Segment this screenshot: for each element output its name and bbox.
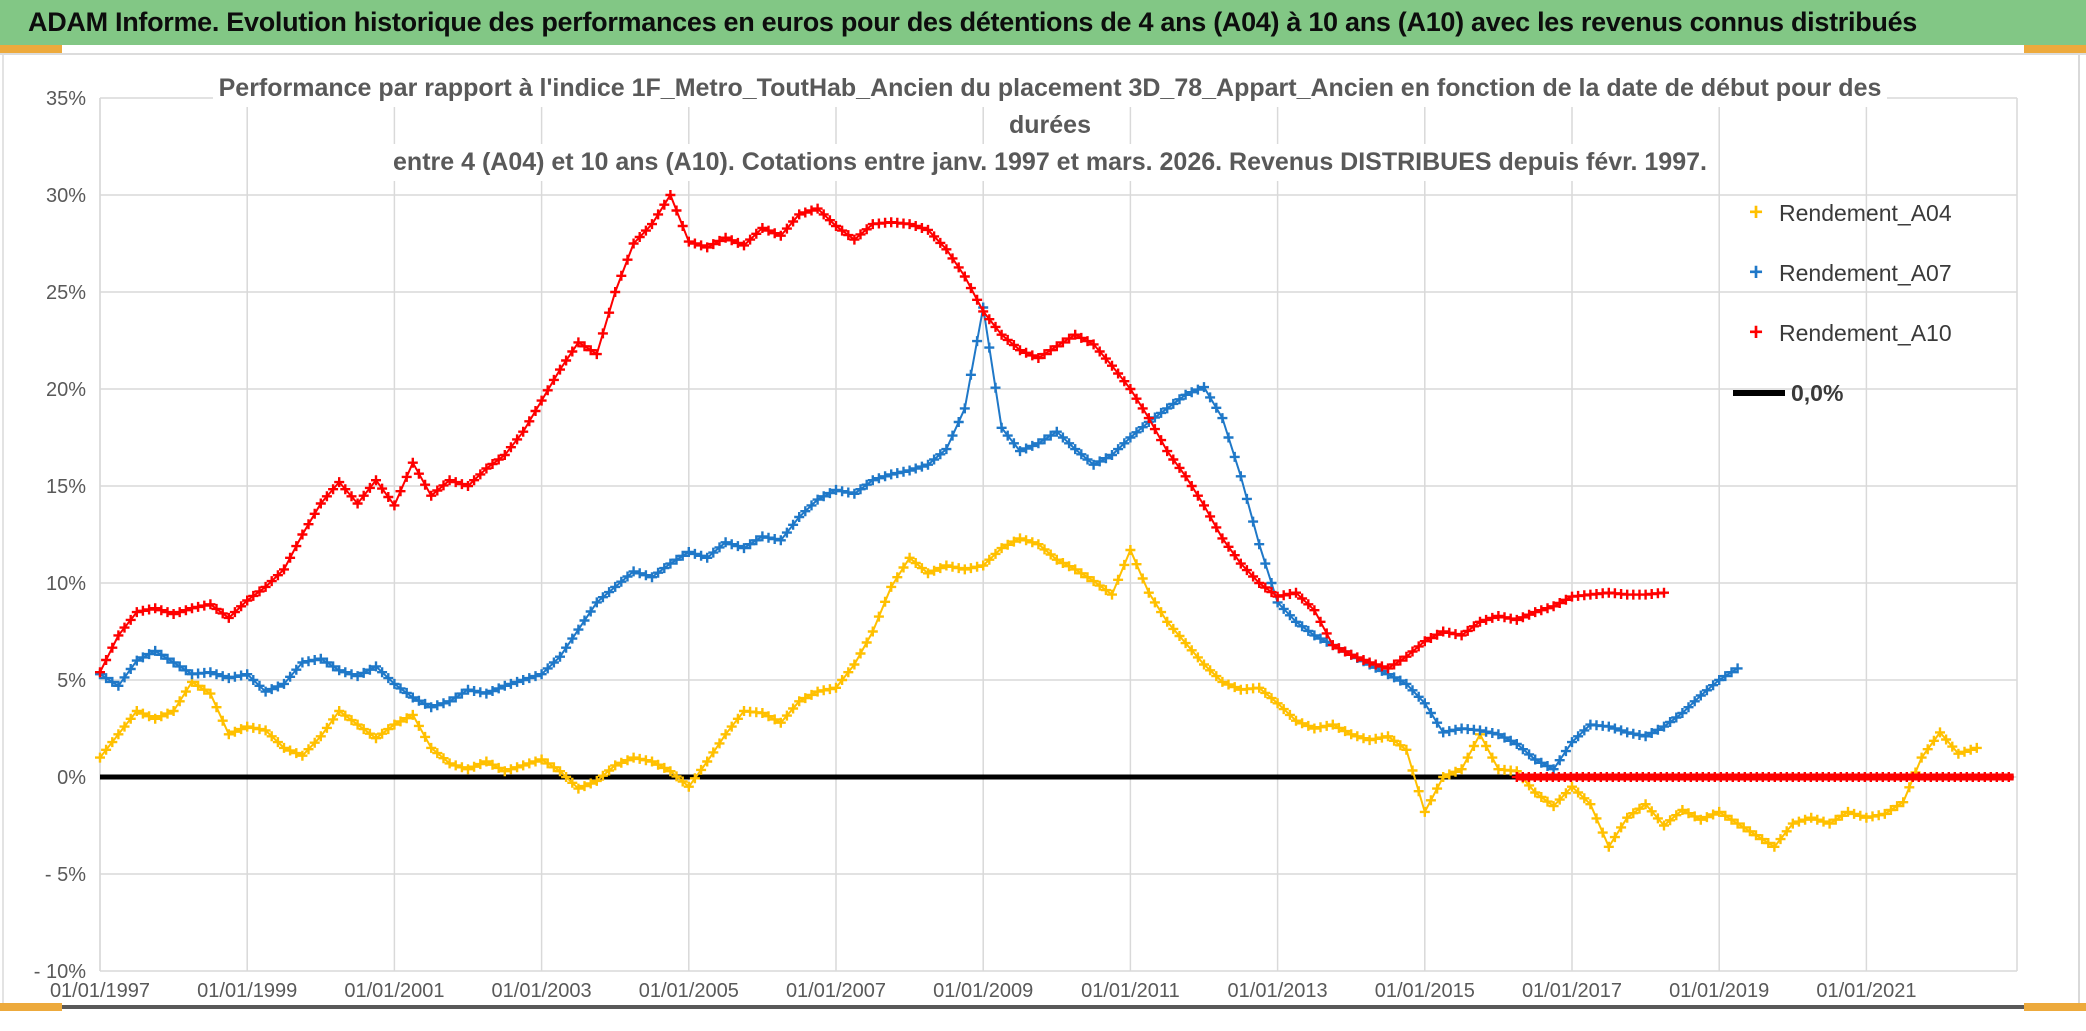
svg-text:01/01/2011: 01/01/2011 xyxy=(1081,980,1180,1002)
svg-text:5%: 5% xyxy=(57,670,86,692)
gold-accent-top-left xyxy=(0,45,62,53)
svg-text:01/01/2007: 01/01/2007 xyxy=(786,980,886,1002)
svg-text:01/01/2015: 01/01/2015 xyxy=(1375,980,1475,1002)
svg-text:01/01/2003: 01/01/2003 xyxy=(492,980,592,1002)
svg-text:30%: 30% xyxy=(46,185,86,207)
svg-text:0%: 0% xyxy=(57,767,86,789)
svg-text:15%: 15% xyxy=(46,476,86,498)
svg-text:01/01/2013: 01/01/2013 xyxy=(1228,980,1328,1002)
svg-text:01/01/2017: 01/01/2017 xyxy=(1522,980,1622,1002)
window-right-edge xyxy=(2078,55,2080,1005)
legend-item-zero-line[interactable]: 0,0% xyxy=(1733,363,2033,423)
svg-text:20%: 20% xyxy=(46,379,86,401)
legend-label: Rendement_A04 xyxy=(1779,199,1952,226)
svg-text:01/01/2019: 01/01/2019 xyxy=(1669,980,1769,1002)
svg-text:01/01/1997: 01/01/1997 xyxy=(50,980,150,1002)
chart-legend: + Rendement_A04 + Rendement_A07 + Rendem… xyxy=(1733,183,2033,423)
plus-marker-icon: + xyxy=(1748,319,1763,346)
zero-line-swatch-icon xyxy=(1733,390,1785,396)
svg-text:25%: 25% xyxy=(46,282,86,304)
svg-text:01/01/2021: 01/01/2021 xyxy=(1816,980,1916,1002)
svg-text:- 10%: - 10% xyxy=(34,961,86,983)
gold-accent-top-right xyxy=(2024,45,2086,53)
gold-accent-bottom-left xyxy=(0,1003,62,1011)
legend-item-rendement-a10[interactable]: + Rendement_A10 xyxy=(1733,303,2033,363)
header-title: ADAM Informe. Evolution historique des p… xyxy=(28,7,1918,37)
header-title-bar: ADAM Informe. Evolution historique des p… xyxy=(0,0,2086,45)
svg-text:35%: 35% xyxy=(46,88,86,110)
svg-text:- 5%: - 5% xyxy=(45,864,86,886)
window-bottom-edge xyxy=(0,1005,2086,1009)
plus-marker-icon: + xyxy=(1748,199,1763,226)
svg-text:01/01/2001: 01/01/2001 xyxy=(344,980,444,1002)
header-divider xyxy=(0,53,2086,55)
svg-text:01/01/1999: 01/01/1999 xyxy=(197,980,297,1002)
svg-text:10%: 10% xyxy=(46,573,86,595)
svg-text:01/01/2009: 01/01/2009 xyxy=(933,980,1033,1002)
plus-marker-icon: + xyxy=(1748,259,1763,286)
legend-item-rendement-a07[interactable]: + Rendement_A07 xyxy=(1733,243,2033,303)
legend-item-rendement-a04[interactable]: + Rendement_A04 xyxy=(1733,183,2033,243)
svg-text:01/01/2005: 01/01/2005 xyxy=(639,980,739,1002)
window-left-edge xyxy=(2,55,4,1005)
legend-label: Rendement_A07 xyxy=(1779,259,1952,286)
legend-label: 0,0% xyxy=(1791,379,1844,406)
legend-label: Rendement_A10 xyxy=(1779,319,1952,346)
gold-accent-bottom-right xyxy=(2024,1003,2086,1011)
